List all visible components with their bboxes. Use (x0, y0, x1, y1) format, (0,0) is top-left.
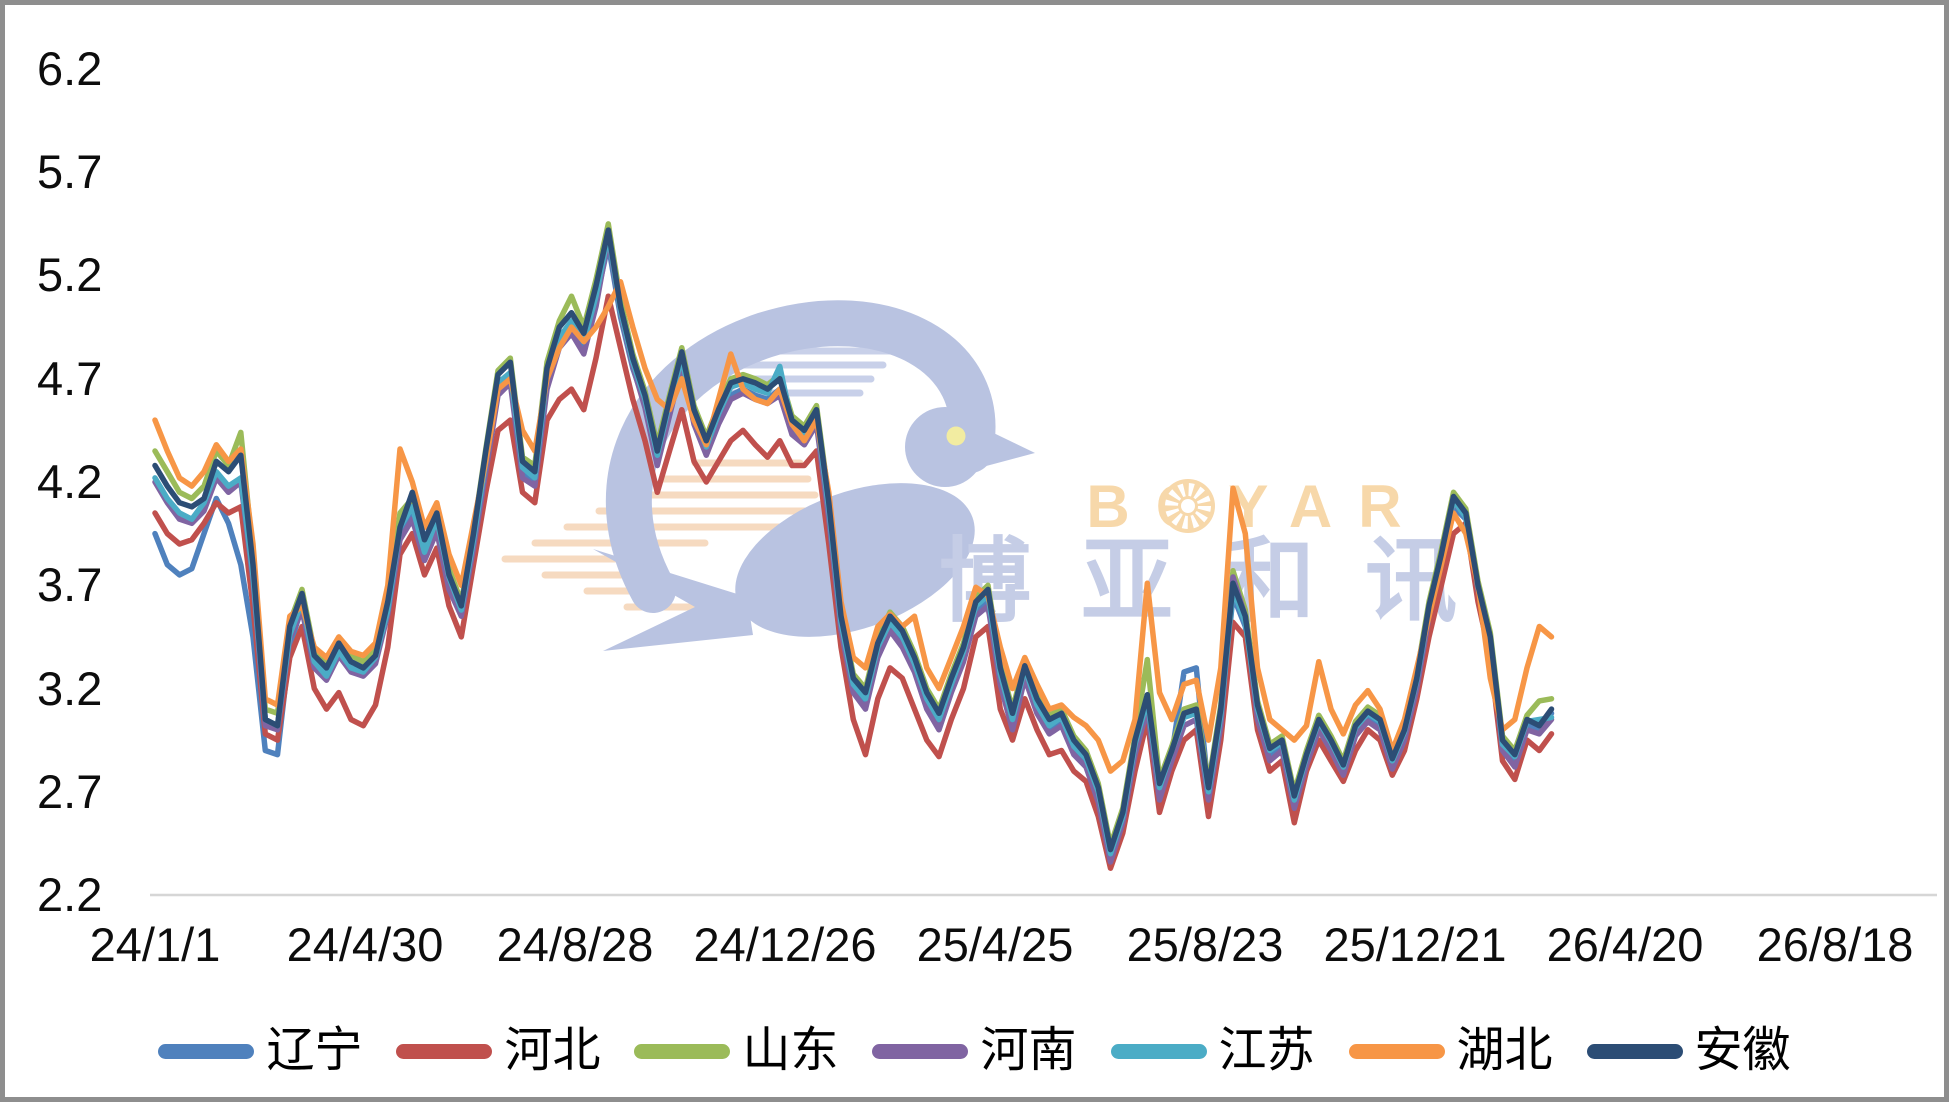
y-tick: 5.2 (37, 248, 102, 301)
y-tick: 2.2 (37, 868, 102, 921)
y-tick: 3.7 (37, 558, 102, 611)
x-tick: 25/12/21 (1324, 918, 1507, 971)
sunburst-icon (1161, 479, 1215, 533)
x-tick: 25/8/23 (1127, 918, 1284, 971)
y-tick: 3.2 (37, 662, 102, 715)
legend-swatch-henan (872, 1043, 969, 1059)
legend-swatch-shandong (634, 1043, 731, 1059)
legend-item-jiangsu: 江苏 (1110, 1023, 1315, 1079)
x-tick: 24/12/26 (694, 918, 877, 971)
legend-item-shandong: 山东 (634, 1023, 838, 1079)
legend-swatch-hebei (396, 1043, 493, 1059)
x-tick: 24/4/30 (287, 918, 444, 971)
y-tick: 2.7 (37, 765, 102, 818)
legend-swatch-liaoning (158, 1043, 255, 1059)
y-tick: 6.2 (37, 42, 102, 95)
x-tick: 24/1/1 (90, 918, 221, 971)
y-tick: 5.7 (37, 145, 102, 198)
legend-label-anhui: 安徽 (1694, 1024, 1791, 1077)
x-tick: 25/4/25 (917, 918, 1074, 971)
price-line-chart: BOYAR 博亚和讯 6.2 5.7 5.2 4.7 4.2 3.7 3.2 2… (37, 42, 1937, 971)
legend-item-hebei: 河北 (396, 1023, 600, 1079)
series-lines (152, 221, 1555, 871)
x-axis: 24/1/1 24/4/30 24/8/28 24/12/26 25/4/25 … (90, 893, 1937, 971)
legend-swatch-anhui (1586, 1043, 1683, 1059)
watermark-cn-text: 博亚和讯 (939, 531, 1507, 633)
series-line-hebei (152, 293, 1555, 871)
watermark-logo-text: BOYAR (1086, 473, 1427, 540)
legend-item-henan: 河南 (872, 1023, 1077, 1079)
dove-icon (593, 300, 1035, 651)
legend-label-liaoning: 辽宁 (266, 1024, 363, 1077)
legend-label-hubei: 湖北 (1456, 1024, 1553, 1077)
boyar-watermark: BOYAR 博亚和讯 (501, 300, 1507, 651)
legend-item-anhui: 安徽 (1586, 1023, 1791, 1079)
legend-label-henan: 河南 (980, 1024, 1077, 1077)
legend-item-liaoning: 辽宁 (158, 1023, 362, 1079)
x-tick: 24/8/28 (497, 918, 654, 971)
legend-swatch-jiangsu (1110, 1043, 1207, 1059)
y-tick: 4.7 (37, 352, 102, 405)
dove-eye-icon (946, 426, 966, 446)
x-tick: 26/8/18 (1757, 918, 1914, 971)
legend-label-jiangsu: 江苏 (1218, 1024, 1315, 1077)
legend-label-shandong: 山东 (742, 1024, 839, 1077)
y-axis: 6.2 5.7 5.2 4.7 4.2 3.7 3.2 2.7 2.2 (37, 42, 102, 921)
series-line-anhui (152, 227, 1555, 853)
y-tick: 4.2 (37, 455, 102, 508)
legend-item-hubei: 湖北 (1348, 1023, 1553, 1079)
chart-legend: 辽宁 河北 山东 河南 江苏 湖北 安徽 (5, 1023, 1944, 1079)
x-tick: 26/4/20 (1547, 918, 1704, 971)
legend-label-hebei: 河北 (504, 1024, 601, 1077)
legend-swatch-hubei (1348, 1043, 1445, 1059)
